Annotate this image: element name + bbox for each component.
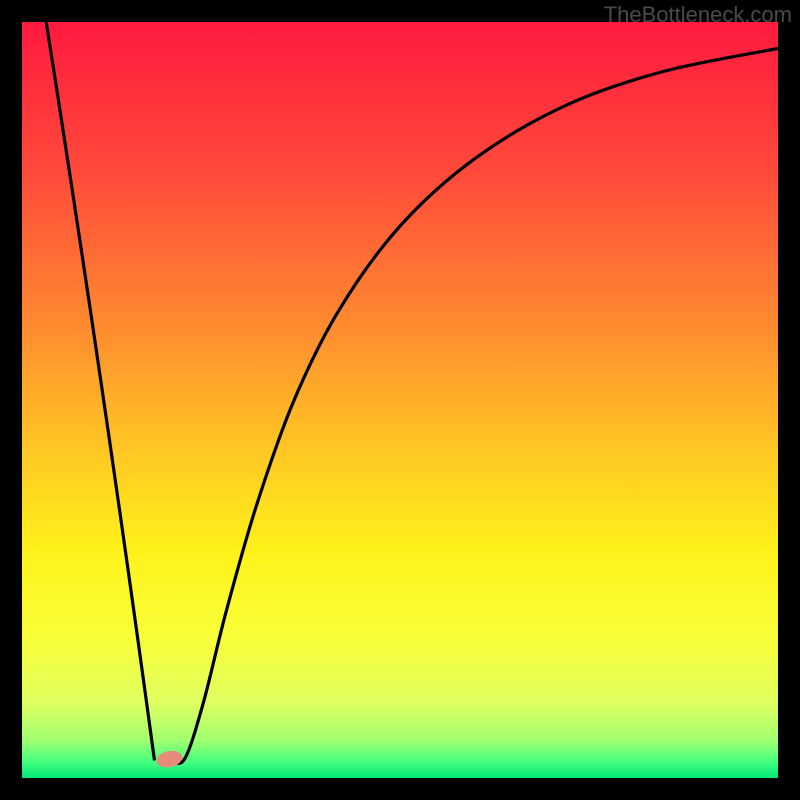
watermark-text: TheBottleneck.com (604, 2, 792, 28)
min-marker (155, 749, 184, 770)
watermark-label: TheBottleneck.com (604, 2, 792, 27)
curve-right-branch (169, 48, 778, 763)
chart-container: TheBottleneck.com (0, 0, 800, 800)
curve-left-branch (46, 22, 154, 759)
curve-layer (22, 22, 778, 778)
plot-area (22, 22, 778, 778)
